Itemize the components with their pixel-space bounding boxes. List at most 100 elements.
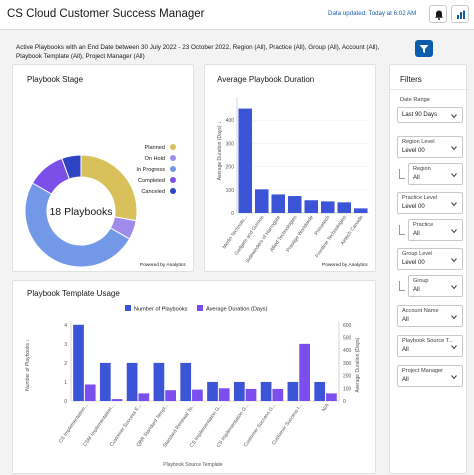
x-tick-label: CS Implementation... (58, 403, 90, 445)
app-title: CS Cloud Customer Success Manager (7, 8, 205, 20)
donut-center-label: 18 Playbooks (49, 206, 112, 218)
date-range-select[interactable]: Last 90 Days (397, 107, 463, 123)
filter-toggle-button[interactable] (415, 40, 433, 57)
account-name-label: Account Name (402, 308, 439, 314)
filters-panel-title: Filters (400, 75, 422, 84)
legend-label-on-hold: On Hold (144, 156, 165, 162)
legend-swatch-canceled (170, 188, 176, 194)
playbook-source-template-label: Playbook Source T... (402, 338, 454, 344)
date-range-label: Date Range (400, 97, 430, 103)
playbooks-count-bar[interactable] (314, 381, 326, 401)
chevron-down-icon (451, 173, 457, 178)
avg-duration-bar[interactable] (272, 388, 284, 401)
practice-level-label: Practice Level (402, 195, 438, 201)
practice-select[interactable]: Practice All (408, 219, 463, 241)
y-tick-label: 4 (64, 323, 67, 329)
legend-label-completed: Completed (138, 178, 165, 184)
group-select[interactable]: Group All (408, 275, 463, 297)
avg-duration-title: Average Playbook Duration (217, 75, 315, 84)
project-manager-label: Project Manager (402, 368, 444, 374)
avg-duration-bar[interactable] (84, 384, 96, 401)
bell-icon (435, 10, 443, 20)
playbooks-count-bar[interactable] (180, 362, 192, 401)
playbooks-count-bar[interactable] (153, 362, 165, 401)
y2-tick-label: 100 (343, 386, 352, 392)
region-label: Region (413, 166, 431, 172)
playbooks-count-bar[interactable] (260, 381, 272, 401)
region-select[interactable]: Region All (408, 163, 463, 185)
practice-value: All (413, 231, 420, 237)
duration-bar-primetech[interactable] (320, 201, 335, 213)
playbooks-count-bar[interactable] (207, 381, 218, 401)
avg-duration-bar-chart: Average Duration (Days) ↓ 0100200300400 … (217, 97, 369, 264)
group-level-select[interactable]: Group Level Level 00 (397, 248, 463, 270)
x-tick-label: N/A (321, 402, 331, 413)
chevron-down-icon (451, 285, 457, 290)
playbooks-count-bar[interactable] (99, 362, 111, 401)
legend-swatch-in-progress (170, 166, 176, 172)
region-value: All (413, 175, 420, 181)
donut-slice-canceled[interactable] (61, 154, 82, 180)
group-label: Group (413, 278, 429, 284)
avg-duration-bar[interactable] (326, 393, 337, 401)
y-tick-label: 3 (64, 342, 67, 348)
playbooks-count-bar[interactable] (287, 381, 299, 401)
group-level-value: Level 00 (402, 260, 425, 266)
playbooks-count-bar[interactable] (233, 381, 245, 401)
legend-label-number-of-playbooks: Number of Playbooks (134, 307, 188, 313)
x-tick-label: Customer Success I... (271, 403, 304, 447)
filters-panel: Filters Date Range Last 90 Days Region L… (389, 64, 468, 474)
duration-bar-sidewinders-of-harrogate[interactable] (271, 194, 286, 213)
legend-label-average-duration: Average Duration (Days) (206, 307, 268, 313)
chevron-down-icon (451, 315, 457, 320)
legend-swatch-average-duration (197, 305, 203, 311)
avg-duration-bar[interactable] (192, 389, 203, 401)
filters-divider (390, 89, 468, 90)
donut-slice-in-progress[interactable] (24, 182, 131, 268)
playbooks-count-bar[interactable] (73, 324, 84, 401)
hierarchy-connector (399, 281, 405, 291)
avg-duration-y-axis-label: Average Duration (Days) ↓ (217, 122, 223, 181)
avg-duration-bar[interactable] (299, 343, 310, 401)
bar-chart-icon (457, 10, 465, 19)
practice-level-value: Level 00 (402, 204, 425, 210)
duration-bar-airtech-canada[interactable] (353, 208, 368, 213)
duration-bar-frontline-technologies[interactable] (337, 202, 352, 213)
y-tick-label: 0 (64, 399, 67, 405)
project-manager-select[interactable]: Project Manager All (397, 365, 463, 387)
notification-button[interactable] (429, 5, 447, 23)
analytics-button[interactable] (451, 5, 469, 23)
avg-duration-bar[interactable] (138, 393, 150, 401)
y2-tick-label: 200 (343, 374, 352, 380)
avg-duration-bar[interactable] (218, 388, 230, 401)
powered-by-label: Powered by Analytics (140, 263, 186, 268)
duration-bar-gadgets-and-gizmos[interactable] (254, 189, 269, 213)
region-level-value: Level 00 (402, 148, 425, 154)
y2-tick-label: 300 (343, 361, 352, 367)
avg-duration-bar[interactable] (245, 388, 257, 401)
legend-label-canceled: Canceled (141, 189, 165, 195)
chevron-down-icon (451, 146, 457, 151)
practice-level-select[interactable]: Practice Level Level 00 (397, 192, 463, 214)
duration-bar-merlin-technolo[interactable] (238, 108, 253, 213)
region-level-select[interactable]: Region Level Level 00 (397, 136, 463, 158)
y-tick-label: 200 (226, 165, 235, 171)
y-tick-label: 2 (64, 361, 67, 367)
project-manager-value: All (402, 377, 409, 383)
practice-label: Practice (413, 222, 434, 228)
legend-swatch-on-hold (170, 155, 176, 161)
avg-duration-bar[interactable] (111, 399, 123, 401)
funnel-icon (419, 45, 429, 53)
playbook-stage-card: Playbook Stage Planned On Hold In Progress… (12, 64, 194, 272)
y2-tick-label: 400 (343, 348, 352, 354)
chevron-down-icon (451, 345, 457, 350)
hierarchy-connector (399, 169, 405, 179)
playbook-source-template-select[interactable]: Playbook Source T... All (397, 335, 463, 357)
playbooks-count-bar[interactable] (126, 362, 138, 401)
avg-duration-bar[interactable] (165, 390, 176, 401)
template-usage-y2-axis-label: Average Duration (Days) (355, 337, 361, 392)
y-tick-label: 0 (231, 211, 234, 217)
account-name-select[interactable]: Account Name All (397, 305, 463, 327)
duration-bar-allied-technologies[interactable] (287, 196, 302, 213)
duration-bar-prestige-worldwide[interactable] (304, 200, 319, 213)
